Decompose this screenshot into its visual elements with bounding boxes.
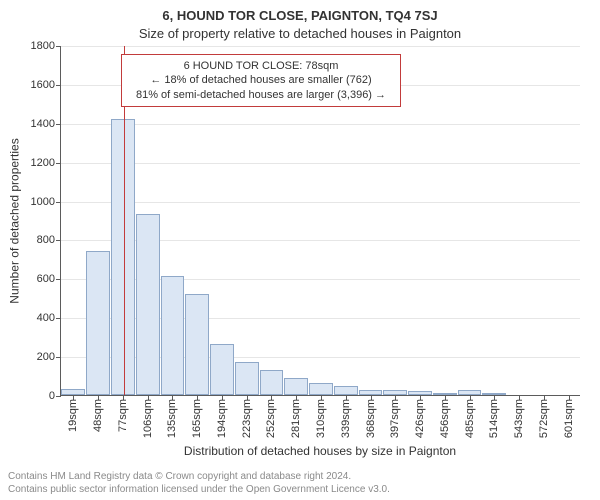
ytick-label: 400 [37, 312, 55, 324]
xtick-label: 426sqm [414, 399, 426, 438]
grid-line [61, 202, 580, 203]
ytick-mark [56, 240, 61, 241]
grid-line [61, 124, 580, 125]
page-title: 6, HOUND TOR CLOSE, PAIGNTON, TQ4 7SJ [0, 8, 600, 23]
ytick-label: 200 [37, 351, 55, 363]
info-line: 81% of semi-detached houses are larger (… [130, 88, 392, 102]
chart-root: 6, HOUND TOR CLOSE, PAIGNTON, TQ4 7SJ Si… [0, 0, 600, 500]
bar [260, 370, 284, 395]
ytick-mark [56, 318, 61, 319]
xtick-label: 252sqm [265, 399, 277, 438]
page-subtitle: Size of property relative to detached ho… [0, 26, 600, 41]
bar [136, 214, 160, 395]
xtick-label: 106sqm [142, 399, 154, 438]
plot-area: 02004006008001000120014001600180019sqm48… [60, 46, 580, 396]
ytick-label: 600 [37, 273, 55, 285]
y-axis-title: Number of detached properties [8, 46, 22, 396]
xtick-label: 165sqm [191, 399, 203, 438]
xtick-label: 48sqm [92, 399, 104, 432]
footer: Contains HM Land Registry data © Crown c… [0, 471, 600, 496]
xtick-label: 339sqm [340, 399, 352, 438]
xtick-label: 194sqm [216, 399, 228, 438]
bar [334, 386, 358, 395]
info-line: 6 HOUND TOR CLOSE: 78sqm [130, 59, 392, 73]
x-axis-title: Distribution of detached houses by size … [60, 444, 580, 458]
bar [161, 276, 185, 395]
bar [284, 378, 308, 395]
bar [86, 251, 110, 395]
xtick-label: 281sqm [290, 399, 302, 438]
info-line: ← 18% of detached houses are smaller (76… [130, 73, 392, 87]
ytick-mark [56, 163, 61, 164]
xtick-label: 485sqm [464, 399, 476, 438]
ytick-label: 1800 [31, 40, 55, 52]
ytick-mark [56, 279, 61, 280]
xtick-label: 601sqm [563, 399, 575, 438]
xtick-label: 456sqm [439, 399, 451, 438]
ytick-label: 1000 [31, 196, 55, 208]
xtick-label: 572sqm [538, 399, 550, 438]
info-box: 6 HOUND TOR CLOSE: 78sqm ← 18% of detach… [121, 54, 401, 107]
xtick-label: 19sqm [67, 399, 79, 432]
xtick-label: 514sqm [488, 399, 500, 438]
xtick-label: 310sqm [315, 399, 327, 438]
footer-line: Contains HM Land Registry data © Crown c… [8, 471, 592, 484]
bar [309, 383, 333, 395]
xtick-label: 135sqm [166, 399, 178, 438]
footer-line: Contains public sector information licen… [8, 484, 592, 497]
bar [235, 362, 259, 395]
bar [210, 344, 234, 395]
ytick-mark [56, 396, 61, 397]
xtick-label: 223sqm [241, 399, 253, 438]
grid-line [61, 46, 580, 47]
ytick-mark [56, 46, 61, 47]
ytick-mark [56, 124, 61, 125]
ytick-label: 0 [49, 390, 55, 402]
ytick-mark [56, 85, 61, 86]
ytick-label: 800 [37, 234, 55, 246]
ytick-label: 1400 [31, 118, 55, 130]
ytick-mark [56, 357, 61, 358]
bar [185, 294, 209, 395]
xtick-label: 368sqm [365, 399, 377, 438]
xtick-label: 543sqm [513, 399, 525, 438]
ytick-label: 1200 [31, 157, 55, 169]
ytick-mark [56, 202, 61, 203]
xtick-label: 397sqm [389, 399, 401, 438]
grid-line [61, 163, 580, 164]
xtick-label: 77sqm [117, 399, 129, 432]
ytick-label: 1600 [31, 79, 55, 91]
